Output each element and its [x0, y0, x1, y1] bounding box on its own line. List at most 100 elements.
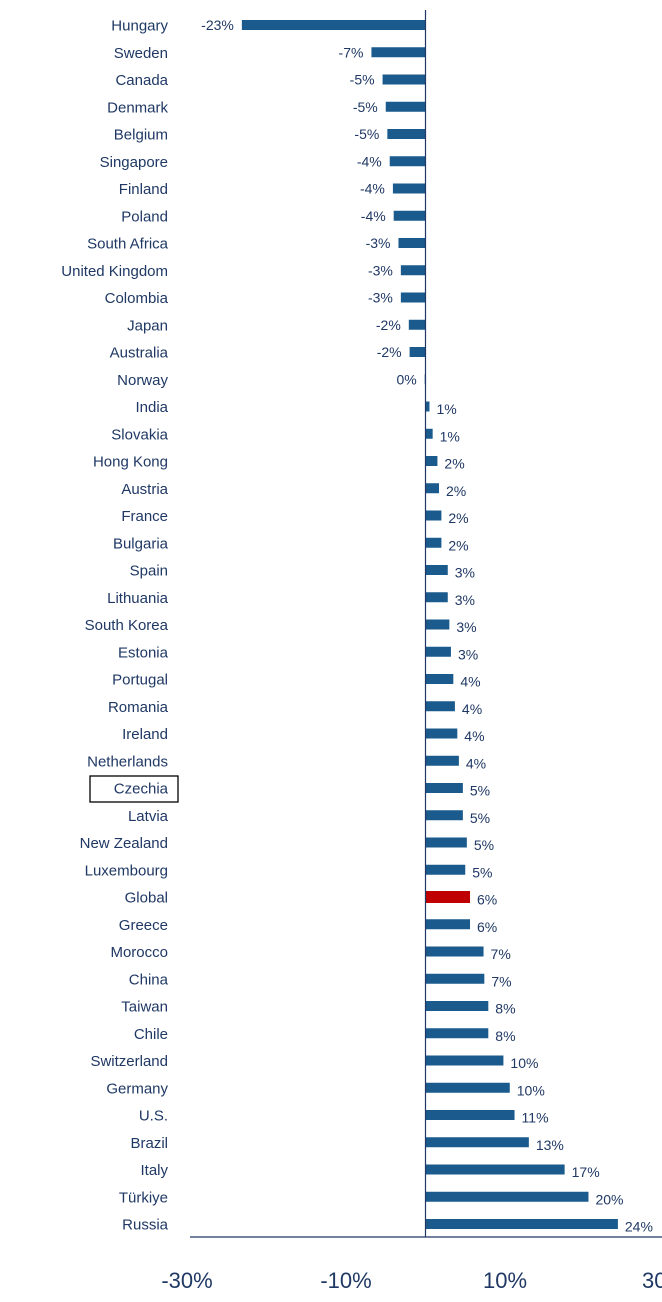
category-label-south-africa: South Africa — [87, 236, 169, 253]
value-label-switzerland: 10% — [510, 1055, 538, 1071]
category-label-new-zealand: New Zealand — [80, 835, 168, 852]
bar-south-africa — [398, 238, 426, 248]
value-label-ireland: 4% — [464, 728, 484, 744]
bar-bulgaria — [425, 537, 442, 548]
bar-u-s — [425, 1110, 515, 1120]
bar-brazil — [425, 1137, 529, 1148]
bar-slovakia — [425, 428, 433, 439]
x-tick-label-10: -10% — [320, 1268, 371, 1293]
value-label-south-korea: 3% — [456, 619, 476, 635]
highlight-box-czechia — [89, 775, 179, 803]
bar-ireland — [425, 728, 458, 739]
category-label-brazil: Brazil — [130, 1135, 168, 1152]
bars-group — [241, 20, 618, 1229]
value-label-united-kingdom: -3% — [368, 262, 393, 278]
category-label-taiwan: Taiwan — [121, 999, 168, 1016]
category-label-united-kingdom: United Kingdom — [61, 263, 168, 280]
value-label-brazil: 13% — [536, 1137, 564, 1153]
value-label-singapore: -4% — [357, 153, 382, 169]
bar-south-korea — [425, 619, 450, 630]
category-label-netherlands: Netherlands — [87, 753, 168, 770]
x-tick-labels-group: -30% -10% 10% 30% — [161, 1268, 662, 1293]
value-label-taiwan: 8% — [495, 1001, 515, 1017]
category-label-portugal: Portugal — [112, 672, 168, 689]
value-label-global: 6% — [477, 892, 497, 908]
category-label-china: China — [129, 971, 169, 988]
bar-belgium — [387, 129, 426, 139]
value-label-south-africa: -3% — [366, 235, 391, 251]
category-label-ireland: Ireland — [122, 726, 168, 743]
category-label-turkiye: Türkiye — [119, 1189, 168, 1206]
bar-latvia — [425, 810, 463, 821]
value-label-sweden: -7% — [339, 44, 364, 60]
category-label-morocco: Morocco — [110, 944, 168, 961]
bar-china — [425, 973, 485, 984]
value-label-latvia: 5% — [470, 810, 490, 826]
category-label-switzerland: Switzerland — [90, 1053, 168, 1070]
bar-taiwan — [425, 1001, 489, 1011]
bar-france — [425, 510, 442, 521]
bar-global — [425, 891, 471, 903]
category-label-south-korea: South Korea — [85, 617, 169, 634]
category-label-hong-kong: Hong Kong — [93, 454, 168, 471]
value-label-norway: 0% — [396, 371, 416, 387]
category-labels-group: Hungary Sweden Canada Denmark Belgium Singapo… — [61, 18, 179, 1234]
category-label-greece: Greece — [119, 917, 168, 934]
category-label-lithuania: Lithuania — [107, 590, 169, 607]
category-label-u-s: U.S. — [139, 1108, 168, 1125]
value-labels-group: -23% -7% -5% -5% -5% -4% -4% -4% -3% -3% -3% -2% -2%… — [201, 17, 653, 1235]
category-label-romania: Romania — [108, 699, 169, 716]
value-label-greece: 6% — [477, 919, 497, 935]
category-label-italy: Italy — [140, 1162, 168, 1179]
bar-germany — [425, 1082, 510, 1093]
bar-japan — [408, 319, 426, 330]
category-label-finland: Finland — [119, 181, 168, 198]
value-label-czechia: 5% — [470, 783, 490, 799]
x-tick-label-30: 30% — [642, 1268, 662, 1293]
bar-hong-kong — [425, 456, 438, 466]
value-label-new-zealand: 5% — [474, 837, 494, 853]
bar-chile — [425, 1028, 489, 1039]
bar-italy — [425, 1164, 565, 1175]
bar-hungary — [241, 20, 426, 30]
bar-united-kingdom — [400, 265, 426, 276]
value-label-luxembourg: 5% — [472, 864, 492, 880]
value-label-colombia: -3% — [368, 290, 393, 306]
category-label-latvia: Latvia — [128, 808, 169, 825]
bar-austria — [425, 483, 440, 494]
category-label-canada: Canada — [115, 72, 168, 89]
x-tick-label-30: -30% — [161, 1268, 212, 1293]
category-label-germany: Germany — [106, 1080, 168, 1097]
value-label-japan: -2% — [376, 317, 401, 333]
category-label-singapore: Singapore — [100, 154, 168, 171]
bar-luxembourg — [425, 864, 466, 875]
value-label-estonia: 3% — [458, 646, 478, 662]
value-label-chile: 8% — [495, 1028, 515, 1044]
category-label-czechia: Czechia — [114, 781, 169, 798]
category-label-austria: Austria — [121, 481, 168, 498]
bar-finland — [392, 183, 426, 194]
bar-russia — [425, 1219, 618, 1229]
category-label-sweden: Sweden — [114, 45, 168, 62]
value-label-belgium: -5% — [354, 126, 379, 142]
bar-new-zealand — [425, 837, 467, 848]
value-label-finland: -4% — [360, 181, 385, 197]
category-label-france: France — [121, 508, 168, 525]
bar-colombia — [400, 292, 426, 303]
category-label-bulgaria: Bulgaria — [113, 535, 169, 552]
value-label-germany: 10% — [517, 1082, 545, 1098]
bar-australia — [409, 347, 426, 357]
category-label-spain: Spain — [130, 563, 168, 580]
value-label-india: 1% — [436, 401, 456, 417]
bar-estonia — [425, 646, 451, 657]
category-label-india: India — [135, 399, 168, 416]
category-label-poland: Poland — [121, 208, 168, 225]
value-label-slovakia: 1% — [440, 428, 460, 444]
value-label-poland: -4% — [361, 208, 386, 224]
category-label-hungary: Hungary — [111, 18, 168, 35]
category-label-belgium: Belgium — [114, 127, 168, 144]
value-label-turkiye: 20% — [595, 1191, 623, 1207]
value-label-netherlands: 4% — [466, 755, 486, 771]
value-label-denmark: -5% — [353, 99, 378, 115]
value-label-lithuania: 3% — [455, 592, 475, 608]
